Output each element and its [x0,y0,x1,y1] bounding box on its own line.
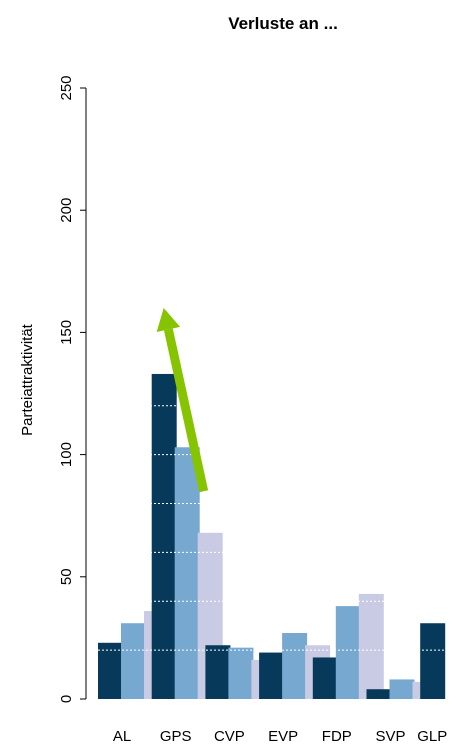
bar [151,373,177,699]
bar [389,679,415,699]
x-tick-label: SVP [375,728,405,745]
x-tick-label: FDP [322,728,352,745]
y-tick-label: 150 [58,320,75,345]
x-tick-label: AL [113,728,131,745]
y-tick-label: 100 [58,442,75,467]
arrow-head [156,307,181,333]
bar [358,593,384,699]
y-tick-label: 50 [58,568,75,585]
bars [98,373,446,699]
bar [228,647,254,699]
y-tick-label: 200 [58,198,75,223]
x-tick-label: GPS [160,728,192,745]
bar [174,447,200,699]
bar [121,623,146,699]
bar [366,689,392,699]
bar [98,642,123,699]
arrow-shaft [163,328,209,493]
chart-title: Verluste an ... [228,14,338,33]
bar [259,652,285,699]
annotation-arrow [156,307,209,493]
x-tick-label: CVP [214,728,245,745]
bar [205,645,231,699]
y-tick-label: 0 [58,695,75,703]
bar [282,633,308,699]
x-axis-labels: AL GPS CVP EVP FDP SVP GLP [113,728,447,745]
bar [335,606,361,699]
bar [312,657,338,699]
gridlines [94,405,455,651]
y-axis-label: Parteiattraktivität [19,323,36,436]
x-tick-label: EVP [268,728,298,745]
x-tick-label: GLP [417,728,447,745]
bar [420,623,446,699]
y-axis: 0 50 100 150 200 250 [58,75,87,703]
y-tick-label: 250 [58,75,75,100]
